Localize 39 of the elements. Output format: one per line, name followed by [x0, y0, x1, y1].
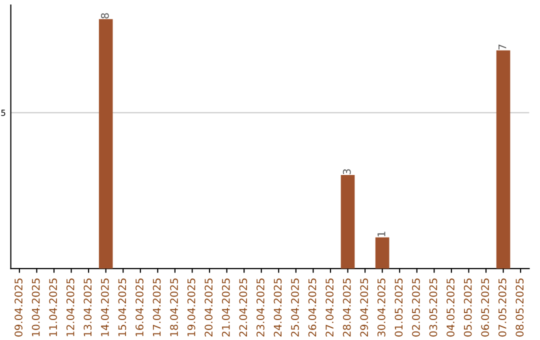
- data-label: 3: [342, 169, 351, 174]
- x-tick-label: 28.04.2025: [342, 278, 351, 337]
- x-tick-label: 11.04.2025: [49, 278, 58, 336]
- x-tick-label: 26.04.2025: [308, 278, 316, 337]
- bar: [340, 175, 355, 269]
- x-tick-label: 07.05.2025: [498, 278, 506, 337]
- x-tick-label: 14.04.2025: [100, 278, 109, 336]
- x-tick-label: 19.04.2025: [187, 278, 196, 336]
- y-tick-label: 5: [1, 110, 6, 116]
- x-tick-label: 16.04.2025: [136, 278, 144, 336]
- x-tick-label: 13.04.2025: [84, 278, 92, 336]
- x-tick-label: 08.05.2025: [516, 278, 524, 337]
- bar: [98, 19, 113, 269]
- x-tick-label: 29.04.2025: [360, 278, 368, 337]
- x-tick-label: 27.04.2025: [326, 278, 334, 337]
- x-tick-label: 12.04.2025: [66, 278, 74, 336]
- data-label: 8: [100, 13, 109, 18]
- bar: [375, 237, 390, 269]
- bar: [496, 50, 510, 269]
- x-tick-label: 22.04.2025: [239, 278, 248, 337]
- x-tick-label: 20.04.2025: [204, 278, 213, 337]
- x-tick-label: 04.05.2025: [446, 278, 454, 337]
- x-tick-label: 24.04.2025: [274, 278, 282, 337]
- x-tick-label: 17.04.2025: [152, 278, 161, 336]
- x-tick-label: 01.05.2025: [394, 278, 403, 337]
- data-label: 1: [378, 232, 386, 236]
- x-tick-label: 21.04.2025: [222, 278, 230, 337]
- x-tick-label: 06.05.2025: [481, 278, 490, 337]
- x-tick-label: 30.04.2025: [377, 278, 386, 336]
- data-label: 7: [498, 44, 506, 50]
- x-tick-label: 18.04.2025: [170, 278, 178, 336]
- x-tick-label: 03.05.2025: [429, 278, 438, 337]
- x-tick-label: 23.04.2025: [256, 278, 264, 337]
- x-tick-label: 25.04.2025: [291, 278, 299, 337]
- x-tick-label: 15.04.2025: [118, 278, 126, 336]
- x-tick-label: 09.04.2025: [14, 278, 22, 337]
- x-tick-label: 10.04.2025: [32, 278, 40, 336]
- x-tick-label: 02.05.2025: [412, 278, 420, 337]
- x-tick-label: 05.05.2025: [464, 278, 472, 337]
